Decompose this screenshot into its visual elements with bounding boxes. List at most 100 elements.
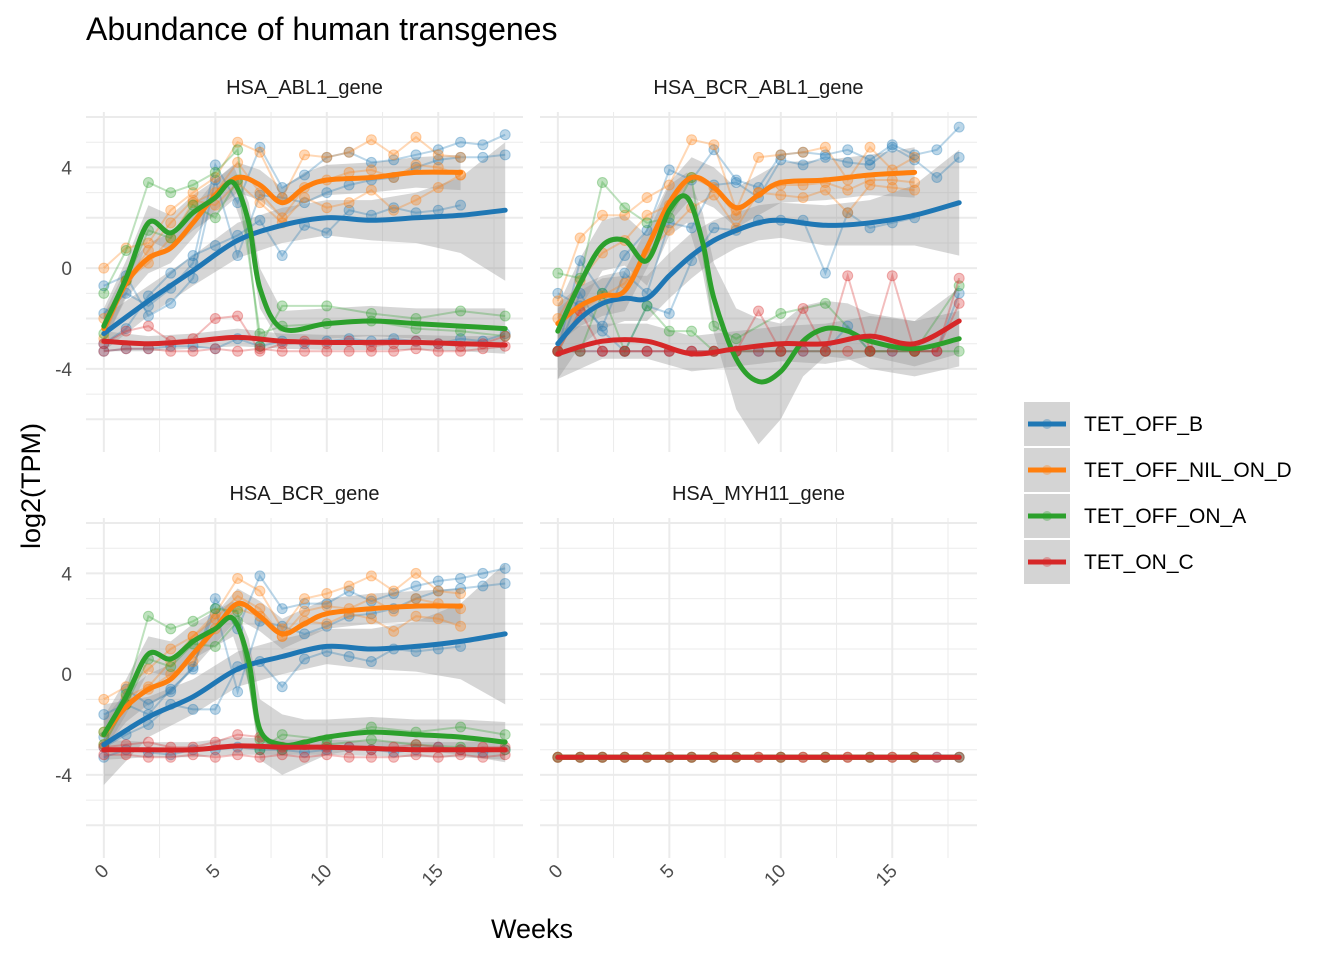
data-point-tet-off-nil-on-d xyxy=(165,643,177,655)
data-point-tet-off-b xyxy=(619,267,631,279)
data-point-tet-off-b xyxy=(254,214,266,226)
sample-line-tet-off-on-a xyxy=(102,147,506,350)
y-tick-label: 0 xyxy=(61,665,72,686)
data-point-tet-on-c xyxy=(165,751,177,763)
data-point-tet-off-b xyxy=(388,154,400,166)
sample-line-tet-off-b xyxy=(102,582,506,738)
data-point-tet-off-b xyxy=(343,179,355,191)
data-point-tet-off-nil-on-d xyxy=(321,600,333,612)
data-point-tet-off-b xyxy=(886,141,898,153)
data-point-tet-on-c xyxy=(775,345,787,357)
data-point-tet-off-nil-on-d xyxy=(365,134,377,146)
data-point-tet-off-b xyxy=(209,593,221,605)
data-point-tet-off-on-a xyxy=(187,615,199,627)
data-point-tet-off-nil-on-d xyxy=(142,237,154,249)
data-point-tet-off-b xyxy=(343,651,355,663)
x-tick-label: 10 xyxy=(761,861,791,891)
data-point-tet-off-b xyxy=(209,174,221,186)
data-point-tet-off-on-a xyxy=(619,202,631,214)
sample-line-tet-off-on-a xyxy=(102,619,506,751)
data-point-tet-off-nil-on-d xyxy=(299,192,310,204)
facet-hsa-bcr-gene: HSA_BCR_gene -4 0 4 0 5 10 15 xyxy=(55,483,523,890)
data-point-tet-off-nil-on-d xyxy=(686,134,698,146)
data-point-tet-off-nil-on-d xyxy=(388,585,400,597)
data-point-tet-off-nil-on-d xyxy=(455,588,467,600)
data-point-tet-off-b xyxy=(299,628,310,640)
data-point-tet-off-b xyxy=(321,151,333,163)
legend-item-tet-on-c: TET_ON_C xyxy=(1024,540,1194,584)
data-point-tet-off-nil-on-d xyxy=(165,217,177,229)
data-point-tet-on-c xyxy=(365,345,377,357)
data-point-tet-off-on-a xyxy=(641,300,653,312)
data-point-tet-off-b xyxy=(165,297,177,309)
sample-line-tet-off-b xyxy=(103,204,461,345)
data-point-tet-on-c xyxy=(276,749,288,761)
data-point-tet-on-c xyxy=(142,736,154,748)
sample-line-tet-off-b xyxy=(103,567,506,716)
x-axis-label: Weeks xyxy=(491,914,573,944)
data-point-tet-off-b xyxy=(477,580,489,592)
legend-item-tet-off-b: TET_OFF_B xyxy=(1024,402,1203,446)
chart-title: Abundance of human transgenes xyxy=(86,11,557,47)
data-point-tet-off-b xyxy=(365,156,377,168)
legend-key-point xyxy=(1042,511,1052,521)
trend-line-tet-off-nil-on-d xyxy=(101,169,464,332)
data-point-tet-on-c xyxy=(276,345,288,357)
data-point-tet-off-b xyxy=(276,681,288,693)
data-point-tet-off-on-a xyxy=(864,345,876,357)
data-point-tet-off-nil-on-d xyxy=(797,146,809,158)
data-point-tet-off-b xyxy=(455,136,467,148)
data-point-tet-on-c xyxy=(499,330,511,342)
data-point-tet-off-b xyxy=(365,656,377,668)
data-point-tet-off-on-a xyxy=(120,245,132,257)
data-point-tet-off-nil-on-d xyxy=(909,177,921,189)
data-point-tet-off-nil-on-d xyxy=(432,182,444,194)
data-point-tet-on-c xyxy=(232,729,244,741)
data-point-tet-on-c xyxy=(388,345,400,357)
data-point-tet-off-on-a xyxy=(708,320,720,332)
data-point-tet-off-b xyxy=(730,177,742,189)
data-point-tet-on-c xyxy=(864,345,876,357)
data-point-tet-off-b xyxy=(842,144,854,156)
data-point-tet-off-nil-on-d xyxy=(321,618,333,630)
data-point-tet-off-b xyxy=(187,663,199,675)
sample-line-tet-off-nil-on-d xyxy=(103,135,461,269)
data-point-tet-off-b xyxy=(120,323,132,335)
trend-line-tet-off-on-a xyxy=(101,179,508,333)
data-point-tet-off-b xyxy=(663,164,675,176)
data-point-tet-off-nil-on-d xyxy=(574,232,586,244)
sample-line-tet-on-c xyxy=(103,753,506,759)
data-point-tet-off-on-a xyxy=(641,217,653,229)
data-point-tet-off-b xyxy=(232,686,244,698)
data-point-tet-off-b xyxy=(499,129,511,141)
data-point-tet-off-nil-on-d xyxy=(321,202,333,214)
data-point-tet-off-nil-on-d xyxy=(343,197,355,209)
data-point-tet-off-b xyxy=(819,345,831,357)
sample-line-tet-off-b xyxy=(103,153,506,318)
data-point-tet-off-on-a xyxy=(499,729,511,741)
data-point-tet-off-b xyxy=(686,222,698,234)
data-point-tet-off-on-a xyxy=(209,603,221,615)
data-point-tet-off-b xyxy=(499,577,511,589)
data-point-tet-off-b xyxy=(187,703,199,715)
data-point-tet-off-b xyxy=(209,343,221,355)
data-point-tet-off-b xyxy=(142,698,154,710)
data-point-tet-on-c xyxy=(120,325,132,337)
data-point-tet-on-c xyxy=(641,345,653,357)
confidence-band-tet-on-c xyxy=(557,288,960,379)
data-point-tet-off-nil-on-d xyxy=(343,580,355,592)
data-point-tet-off-on-a xyxy=(142,610,154,622)
legend-label: TET_OFF_B xyxy=(1084,413,1203,436)
data-point-tet-off-on-a xyxy=(209,166,221,178)
data-point-tet-off-on-a xyxy=(142,177,154,189)
data-point-tet-off-b xyxy=(410,580,422,592)
data-point-tet-off-b xyxy=(953,287,965,299)
x-tick-label: 15 xyxy=(872,861,902,891)
data-point-tet-off-on-a xyxy=(365,307,377,319)
x-tick-label: 5 xyxy=(657,861,679,883)
data-point-tet-off-nil-on-d xyxy=(254,146,266,158)
data-point-tet-off-b xyxy=(455,151,467,163)
data-point-tet-off-b xyxy=(432,575,444,587)
data-point-tet-off-nil-on-d xyxy=(388,204,400,216)
